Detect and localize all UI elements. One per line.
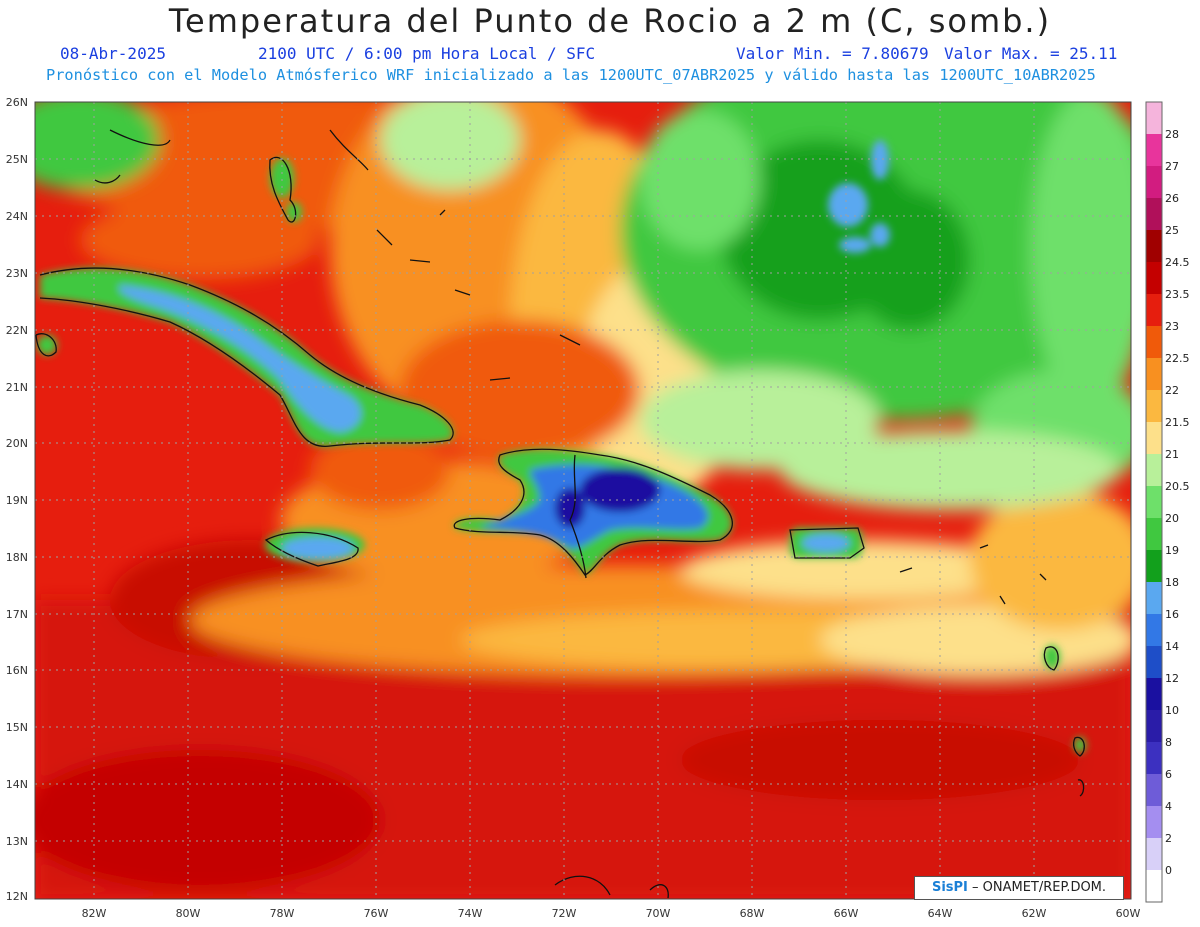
lat-label: 22N: [6, 324, 28, 337]
lat-label: 16N: [6, 664, 28, 677]
colorbar-label: 23: [1165, 320, 1179, 333]
colorbar-swatch: [1146, 358, 1162, 391]
coastlines: [35, 129, 1085, 899]
colorbar-swatch: [1146, 646, 1162, 679]
lat-label: 24N: [6, 210, 28, 223]
colorbar-label: 22.5: [1165, 352, 1190, 365]
colorbar: 2827262524.523.52322.52221.52120.5201918…: [1145, 101, 1190, 903]
map-title: Temperatura del Punto de Rocio a 2 m (C,…: [168, 2, 1052, 40]
colorbar-label: 2: [1165, 832, 1172, 845]
colorbar-label: 14: [1165, 640, 1179, 653]
lon-label: 62W: [1022, 907, 1047, 920]
lat-label: 23N: [6, 267, 28, 280]
colorbar-label: 10: [1165, 704, 1179, 717]
max-value: Valor Max. = 25.11: [944, 44, 1118, 63]
lon-label: 82W: [82, 907, 107, 920]
lon-label: 64W: [928, 907, 953, 920]
colorbar-label: 8: [1165, 736, 1172, 749]
lat-label: 13N: [6, 835, 28, 848]
credit-text: – ONAMET/REP.DOM.: [972, 880, 1107, 895]
lat-label: 20N: [6, 437, 28, 450]
colorbar-swatch: [1146, 198, 1162, 231]
colorbar-swatch: [1146, 678, 1162, 711]
lat-lon-grid: [35, 102, 1131, 899]
colorbar-label: 20.5: [1165, 480, 1190, 493]
colorbar-label: 12: [1165, 672, 1179, 685]
colorbar-label: 28: [1165, 128, 1179, 141]
lon-label: 70W: [646, 907, 671, 920]
lat-label: 12N: [6, 890, 28, 903]
colorbar-swatch: [1146, 550, 1162, 583]
lon-axis: 82W 80W 78W 76W 74W 72W 70W 68W 66W 64W …: [82, 907, 1141, 920]
lat-label: 17N: [6, 608, 28, 621]
colorbar-label: 6: [1165, 768, 1172, 781]
colorbar-label: 27: [1165, 160, 1179, 173]
sispi-logo: SisPI: [931, 880, 968, 895]
colorbar-swatch: [1146, 294, 1162, 327]
colorbar-label: 23.5: [1165, 288, 1190, 301]
colorbar-frame: [1145, 101, 1163, 903]
colorbar-label: 19: [1165, 544, 1179, 557]
lon-label: 60W: [1116, 907, 1141, 920]
colorbar-swatch: [1146, 166, 1162, 199]
colorbar-swatch: [1146, 486, 1162, 519]
colorbar-swatch: [1146, 102, 1162, 135]
lat-label: 25N: [6, 153, 28, 166]
colorbar-swatch: [1146, 326, 1162, 359]
credit-box: SisPI – ONAMET/REP.DOM.: [914, 876, 1124, 900]
lon-label: 78W: [270, 907, 295, 920]
colorbar-swatch: [1146, 774, 1162, 807]
lat-label: 21N: [6, 381, 28, 394]
lon-label: 72W: [552, 907, 577, 920]
lat-label: 18N: [6, 551, 28, 564]
lon-label: 80W: [176, 907, 201, 920]
colorbar-label: 16: [1165, 608, 1179, 621]
lat-label: 14N: [6, 778, 28, 791]
colorbar-swatch: [1146, 390, 1162, 423]
map-frame: [34, 101, 1132, 900]
colorbar-label: 25: [1165, 224, 1179, 237]
colorbar-label: 22: [1165, 384, 1179, 397]
colorbar-swatch: [1146, 518, 1162, 551]
colorbar-swatch: [1146, 582, 1162, 615]
colorbar-swatch: [1146, 230, 1162, 263]
colorbar-label: 18: [1165, 576, 1179, 589]
colorbar-swatch: [1146, 422, 1162, 455]
colorbar-swatch: [1146, 134, 1162, 167]
lat-label: 19N: [6, 494, 28, 507]
colorbar-label: 24.5: [1165, 256, 1190, 269]
valid-date: 08-Abr-2025: [60, 44, 166, 63]
min-value: Valor Min. = 7.80679: [736, 44, 929, 63]
colorbar-label: 21: [1165, 448, 1179, 461]
model-info: Pronóstico con el Modelo Atmósferico WRF…: [46, 66, 1096, 84]
lon-label: 76W: [364, 907, 389, 920]
valid-time: 2100 UTC / 6:00 pm Hora Local / SFC: [258, 44, 596, 63]
dewpoint-field: [35, 102, 1131, 899]
colorbar-label: 21.5: [1165, 416, 1190, 429]
lon-label: 66W: [834, 907, 859, 920]
lat-label: 15N: [6, 721, 28, 734]
colorbar-swatch: [1146, 838, 1162, 871]
colorbar-swatch: [1146, 614, 1162, 647]
colorbar-swatch: [1146, 710, 1162, 743]
colorbar-label: 26: [1165, 192, 1179, 205]
colorbar-swatch: [1146, 262, 1162, 295]
colorbar-label: 20: [1165, 512, 1179, 525]
colorbar-swatch: [1146, 454, 1162, 487]
lon-label: 74W: [458, 907, 483, 920]
colorbar-label: 0: [1165, 864, 1172, 877]
colorbar-swatch: [1146, 742, 1162, 775]
colorbar-swatch: [1146, 870, 1162, 903]
lat-axis: 26N 25N 24N 23N 22N 21N 20N 19N 18N 17N …: [6, 96, 28, 903]
lon-label: 68W: [740, 907, 765, 920]
lat-label: 26N: [6, 96, 28, 109]
colorbar-label: 4: [1165, 800, 1172, 813]
colorbar-swatch: [1146, 806, 1162, 839]
